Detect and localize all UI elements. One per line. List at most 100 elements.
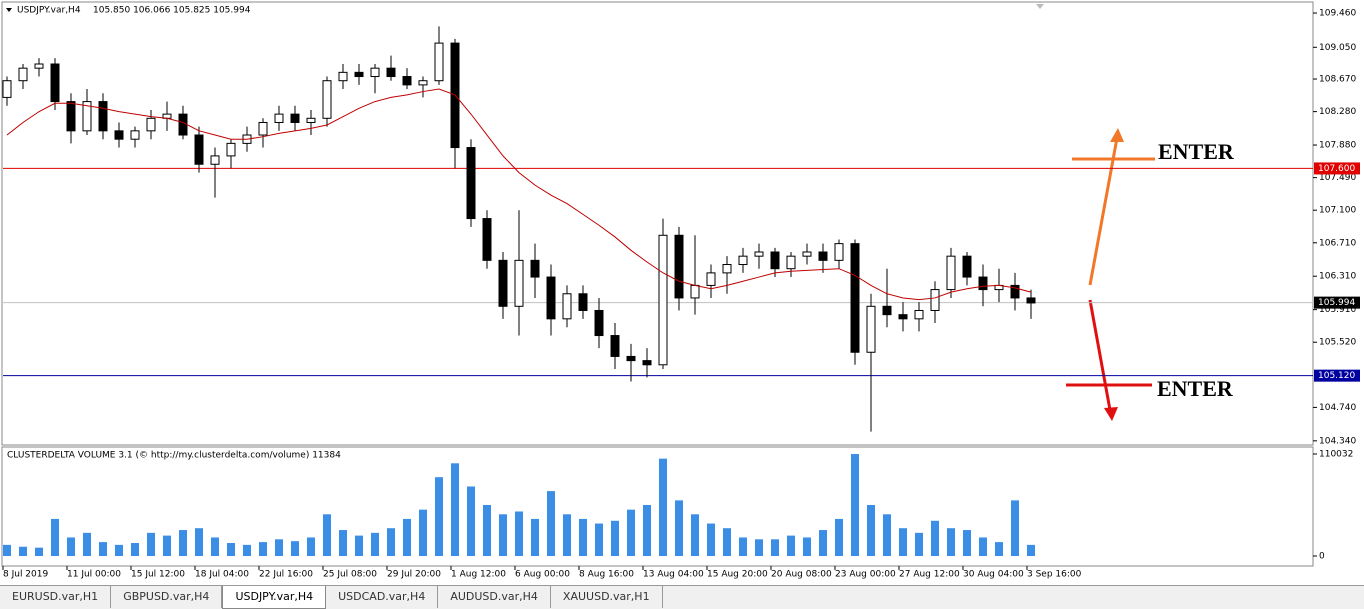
- volume-bar: [179, 530, 187, 556]
- y-tick-label: 0: [1319, 552, 1325, 562]
- ohlc: 105.850 106.066 105.825 105.994: [93, 6, 251, 16]
- symbol-tab[interactable]: XAUUSD.var,H1: [551, 586, 663, 608]
- level-tag: [1314, 162, 1360, 175]
- symbol-tab[interactable]: USDCAD.var,H4: [326, 586, 439, 608]
- volume-bar: [19, 546, 27, 556]
- volume-bar: [483, 505, 491, 556]
- volume-pane: [1, 446, 1314, 567]
- candle-body: [946, 255, 956, 291]
- x-tick-label: 8 Aug 16:00: [579, 570, 634, 580]
- candle-body: [434, 42, 444, 82]
- volume-bar: [979, 537, 987, 556]
- candle-body: [274, 113, 284, 123]
- y-tick-label: 109.050: [1319, 43, 1356, 53]
- candle-body: [866, 305, 876, 353]
- moving-average: [6, 88, 1032, 301]
- x-tick-label: 25 Jul 08:00: [323, 570, 377, 580]
- candle-body: [466, 147, 476, 220]
- volume-bar: [275, 539, 283, 556]
- x-tick-label: 13 Aug 04:00: [643, 570, 704, 580]
- volume-bar: [835, 518, 843, 556]
- candle-body: [130, 130, 140, 140]
- candle-body: [514, 259, 524, 307]
- x-tick-label: 29 Jul 20:00: [387, 570, 441, 580]
- volume-bar: [771, 539, 779, 556]
- symbol-tab[interactable]: AUDUSD.var,H4: [438, 586, 551, 608]
- menu-triangle[interactable]: [6, 8, 12, 12]
- volume-bar: [707, 523, 715, 556]
- level-label: 105.120: [1318, 371, 1355, 381]
- symbol-tab[interactable]: GBPUSD.var,H4: [111, 586, 223, 608]
- candle-body: [562, 293, 572, 320]
- volume-bar: [643, 505, 651, 556]
- y-tick-label: 108.280: [1319, 107, 1356, 117]
- volume-bar: [403, 518, 411, 556]
- volume-bar: [819, 530, 827, 556]
- candle-body: [18, 67, 28, 82]
- candle-body: [354, 71, 364, 78]
- candle-body: [530, 259, 540, 278]
- level-label: 105.994: [1318, 298, 1355, 308]
- volume-bar: [67, 537, 75, 556]
- y-tick-label: 109.460: [1319, 9, 1356, 19]
- x-tick-label: 22 Jul 16:00: [259, 570, 313, 580]
- y-tick-label: 108.670: [1319, 75, 1356, 85]
- volume-bar: [131, 543, 139, 556]
- volume-bar: [851, 454, 859, 556]
- indicator-title: CLUSTERDELTA VOLUME 3.1 (© http://my.clu…: [7, 451, 341, 461]
- volume-bar: [243, 544, 251, 556]
- volume-bar: [963, 530, 971, 556]
- level-tag: [1314, 296, 1360, 309]
- volume-bar: [323, 514, 331, 556]
- volume-bar: [995, 542, 1003, 556]
- y-tick-label: 104.740: [1319, 403, 1356, 413]
- candle-body: [722, 264, 732, 274]
- volume-bar: [627, 509, 635, 556]
- chart-window: USDJPY.var,H4 105.850 106.066 105.825 10…: [1, 1, 1360, 580]
- candle-body: [114, 130, 124, 140]
- volume-bar: [259, 542, 267, 556]
- y-tick-label: 106.710: [1319, 238, 1356, 248]
- volume-bar: [1011, 500, 1019, 556]
- volume-bar: [531, 518, 539, 556]
- x-tick-label: 23 Aug 00:00: [835, 570, 896, 580]
- x-tick-label: 6 Aug 00:00: [515, 570, 570, 580]
- level-label: 107.600: [1318, 164, 1355, 174]
- candle-body: [850, 243, 860, 353]
- enter-label: ENTER: [1158, 139, 1235, 164]
- candle-body: [34, 63, 44, 69]
- y-tick-label: 104.340: [1319, 436, 1356, 446]
- volume-bar: [739, 537, 747, 556]
- symbol-tab[interactable]: USDJPY.var,H4: [222, 586, 327, 609]
- tab-bar: EURUSD.var,H1 GBPUSD.var,H4 USDJPY.var,H4 U…: [0, 585, 1364, 609]
- x-tick-label: 3 Sep 16:00: [1027, 570, 1082, 580]
- candle-body: [146, 117, 156, 132]
- x-tick-label: 18 Jul 04:00: [195, 570, 249, 580]
- enter-label: ENTER: [1157, 376, 1234, 401]
- volume-bar: [163, 535, 171, 556]
- volume-bar: [387, 528, 395, 556]
- candle-body: [338, 71, 348, 82]
- y-tick-label: 106.310: [1319, 272, 1356, 282]
- candle-body: [194, 134, 204, 165]
- candle-body: [610, 335, 620, 357]
- candle-body: [1010, 284, 1020, 299]
- volume-bar: [371, 532, 379, 556]
- volume-bar: [3, 544, 11, 556]
- candle-body: [498, 259, 508, 307]
- candle-body: [914, 309, 924, 320]
- symbol-tab[interactable]: EURUSD.var,H1: [0, 586, 112, 608]
- candle-body: [594, 309, 604, 337]
- volume-bar: [339, 530, 347, 556]
- candle-body: [674, 234, 684, 299]
- level-tag: [1314, 369, 1360, 382]
- x-tick-label: 8 Jul 2019: [3, 570, 48, 580]
- volume-bar: [691, 514, 699, 556]
- volume-bar: [803, 537, 811, 556]
- candle-body: [690, 284, 700, 299]
- candle-body: [770, 251, 780, 270]
- candle-body: [98, 101, 108, 132]
- y-tick-label: 107.490: [1319, 173, 1356, 183]
- volume-bar: [915, 532, 923, 556]
